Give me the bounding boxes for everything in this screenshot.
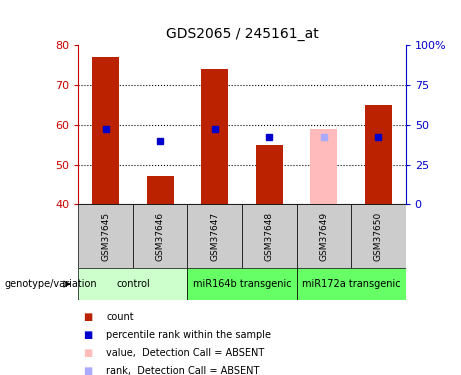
Text: control: control	[116, 279, 150, 289]
Bar	[188, 268, 296, 300]
Text: GSM37650: GSM37650	[374, 211, 383, 261]
Bar	[78, 268, 188, 300]
Bar	[78, 204, 133, 268]
Bar	[310, 129, 337, 204]
Text: GSM37649: GSM37649	[319, 211, 328, 261]
Bar	[296, 268, 406, 300]
Text: GSM37647: GSM37647	[210, 211, 219, 261]
Text: rank,  Detection Call = ABSENT: rank, Detection Call = ABSENT	[106, 366, 260, 375]
Bar	[188, 204, 242, 268]
Text: GSM37646: GSM37646	[156, 211, 165, 261]
Bar	[296, 204, 351, 268]
Text: genotype/variation: genotype/variation	[5, 279, 97, 289]
Text: ■: ■	[83, 312, 92, 322]
Title: GDS2065 / 245161_at: GDS2065 / 245161_at	[165, 27, 319, 41]
Text: value,  Detection Call = ABSENT: value, Detection Call = ABSENT	[106, 348, 264, 358]
Text: ■: ■	[83, 366, 92, 375]
Text: GSM37648: GSM37648	[265, 211, 274, 261]
Bar	[201, 69, 228, 204]
Text: miR172a transgenic: miR172a transgenic	[302, 279, 401, 289]
Bar	[365, 105, 392, 204]
Bar	[92, 57, 119, 204]
Bar	[147, 177, 174, 204]
Bar	[351, 204, 406, 268]
Bar	[133, 204, 188, 268]
Text: percentile rank within the sample: percentile rank within the sample	[106, 330, 271, 340]
Text: GSM37645: GSM37645	[101, 211, 110, 261]
Bar	[242, 204, 296, 268]
Bar	[256, 145, 283, 204]
Text: ■: ■	[83, 348, 92, 358]
Text: ■: ■	[83, 330, 92, 340]
Text: count: count	[106, 312, 134, 322]
Text: miR164b transgenic: miR164b transgenic	[193, 279, 291, 289]
